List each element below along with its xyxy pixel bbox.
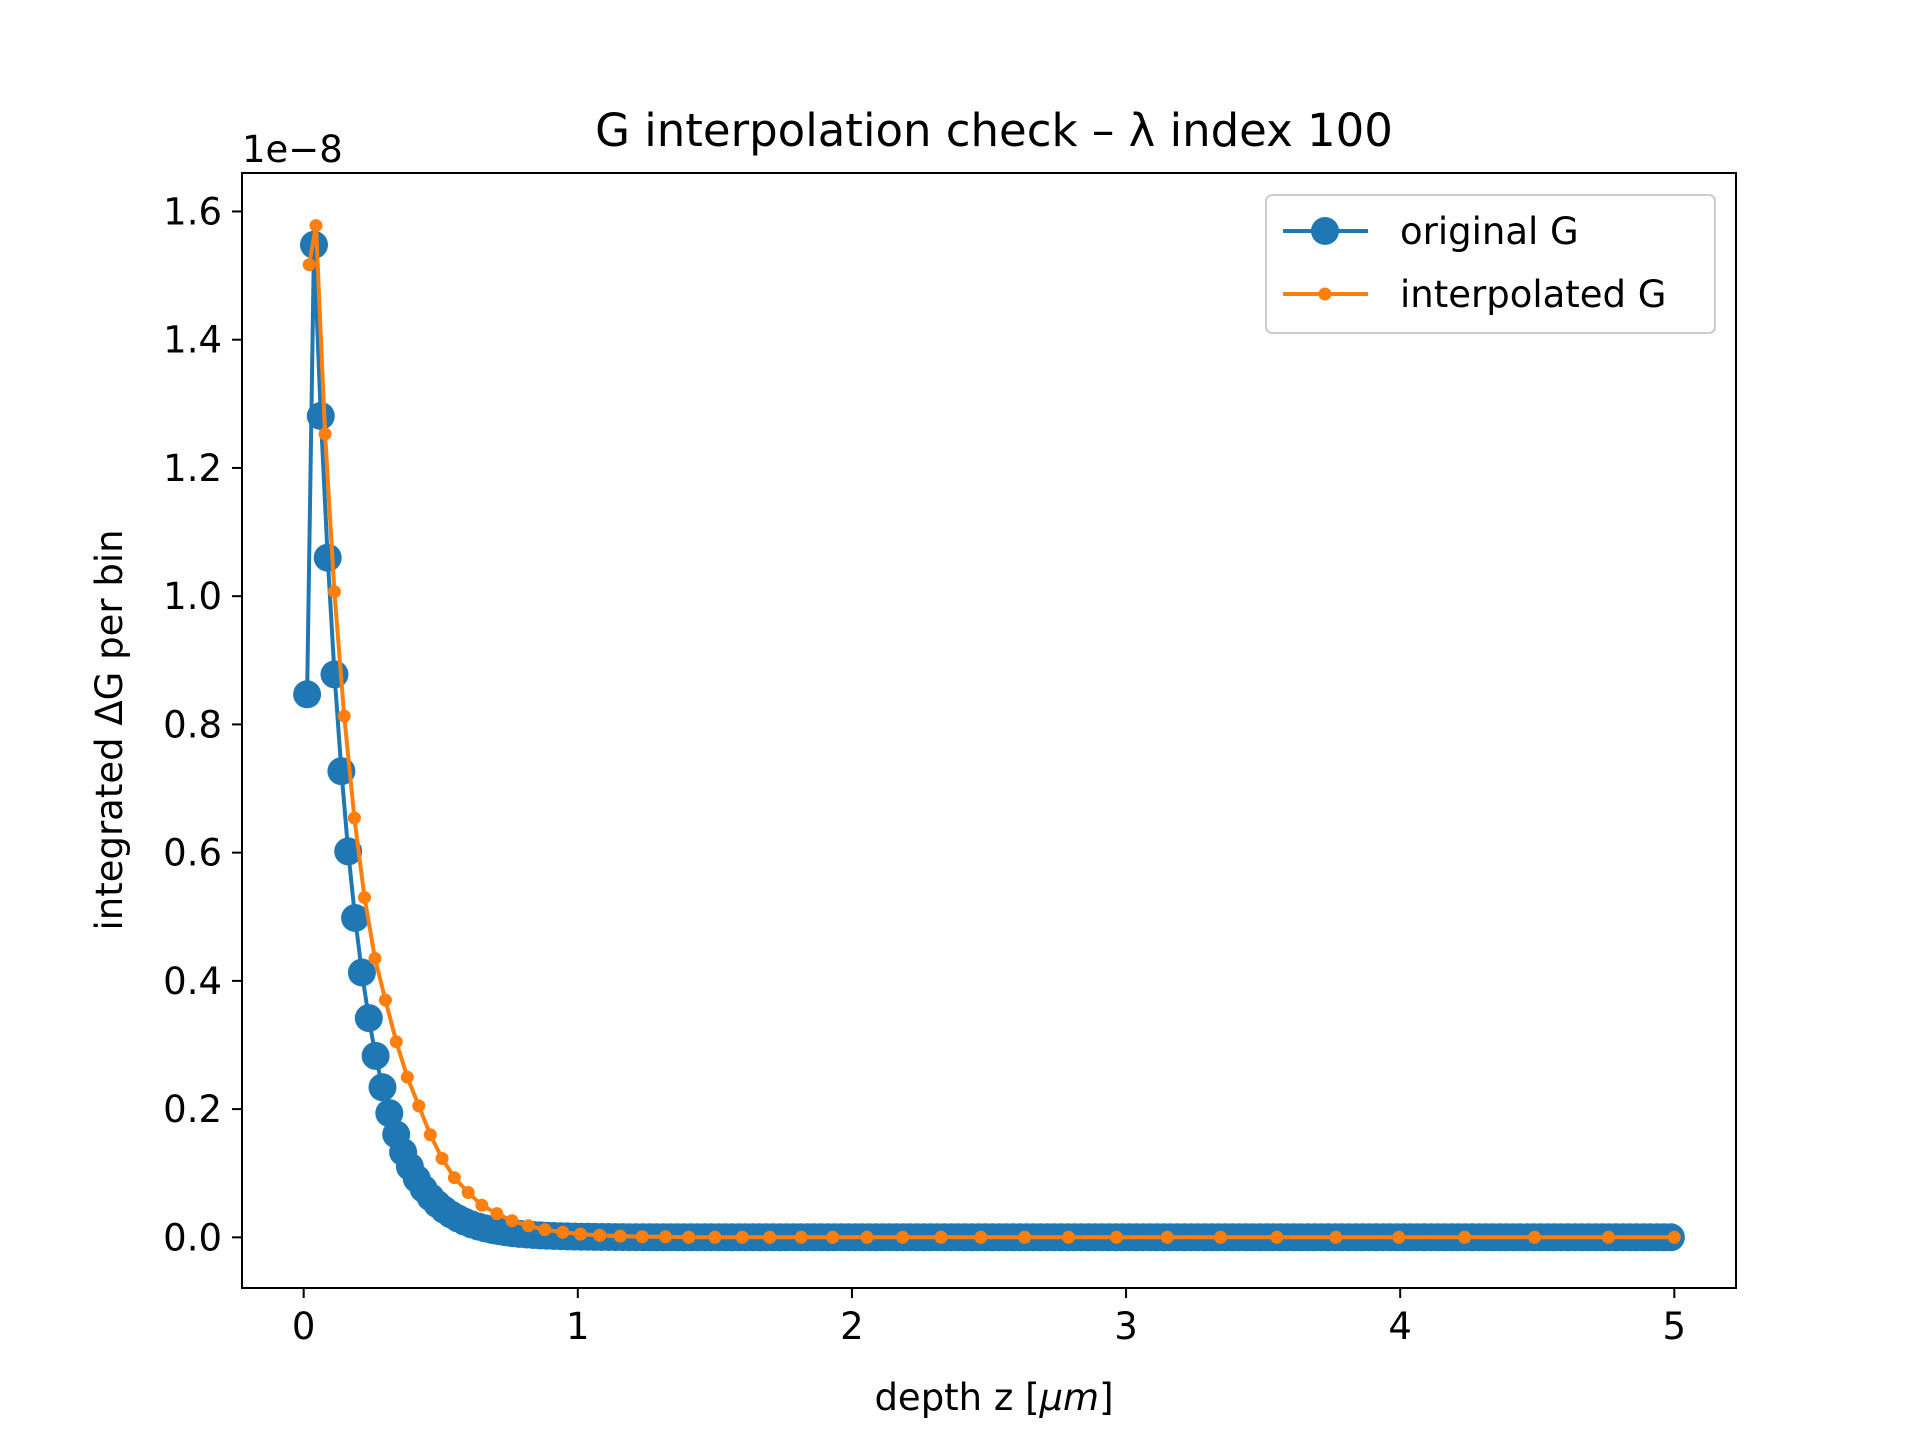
point-interpolated: [574, 1227, 587, 1241]
point-original: [306, 402, 335, 430]
x-tick-label: 4: [1388, 1305, 1412, 1348]
point-interpolated: [368, 951, 382, 965]
point-interpolated: [763, 1230, 777, 1244]
point-interpolated: [1214, 1230, 1228, 1244]
point-interpolated: [1667, 1230, 1681, 1244]
series-line-interpolated: [307, 223, 1675, 1240]
x-axis-label-suffix: ]: [1099, 1376, 1113, 1419]
y-tick-label: 1.2: [163, 447, 222, 490]
legend: original G interpolated G: [1265, 194, 1716, 334]
point-interpolated: [337, 709, 351, 723]
y-tick-label: 1.6: [163, 190, 222, 233]
point-interpolated: [389, 1035, 403, 1049]
point-interpolated: [659, 1230, 672, 1244]
point-interpolated: [1329, 1230, 1343, 1244]
point-interpolated: [318, 427, 332, 441]
y-tick-label: 0.8: [163, 703, 222, 746]
y-tick-label: 1.0: [163, 575, 222, 618]
point-interpolated: [461, 1186, 475, 1199]
point-original: [320, 660, 349, 689]
point-interpolated: [613, 1229, 627, 1243]
point-interpolated: [412, 1099, 426, 1113]
x-tick-label: 2: [840, 1305, 864, 1348]
x-tick-label: 1: [566, 1305, 590, 1348]
point-interpolated: [358, 891, 371, 904]
point-interpolated: [556, 1225, 570, 1239]
x-axis-label-prefix: depth z [: [874, 1376, 1039, 1419]
point-interpolated: [522, 1219, 535, 1233]
point-interpolated: [735, 1230, 749, 1244]
y-axis-label: integrated ΔG per bin: [88, 529, 131, 930]
point-original: [341, 904, 370, 932]
x-axis-label: depth z [μm]: [874, 1376, 1113, 1419]
point-original: [354, 1004, 383, 1033]
point-interpolated: [327, 585, 341, 599]
point-original: [334, 837, 363, 866]
point-interpolated: [435, 1152, 449, 1165]
x-tick-label: 3: [1114, 1305, 1138, 1348]
point-interpolated: [475, 1198, 489, 1212]
point-original: [375, 1099, 404, 1128]
point-interpolated: [1110, 1230, 1123, 1244]
point-original: [313, 543, 342, 572]
point-original: [361, 1041, 390, 1070]
legend-entry-original-marker: [1311, 217, 1339, 245]
point-interpolated: [860, 1230, 874, 1244]
point-interpolated: [682, 1230, 696, 1244]
y-tick-label: 0.2: [163, 1088, 222, 1131]
point-interpolated: [1602, 1230, 1615, 1244]
point-interpolated: [302, 258, 316, 272]
y-tick-label: 0.4: [163, 960, 222, 1003]
legend-frame: [1265, 194, 1716, 334]
point-interpolated: [1392, 1230, 1406, 1244]
y-tick-label: 0.6: [163, 832, 222, 875]
point-interpolated: [826, 1230, 840, 1244]
point-interpolated: [378, 993, 392, 1007]
point-interpolated: [896, 1230, 910, 1244]
point-interpolated: [447, 1171, 461, 1185]
point-interpolated: [1270, 1230, 1284, 1244]
point-interpolated: [490, 1207, 504, 1221]
legend-entry-interpolated-marker: [1318, 287, 1332, 301]
x-tick-label: 0: [292, 1305, 316, 1348]
point-interpolated: [1528, 1230, 1541, 1244]
x-axis-label-unit: μm: [1039, 1376, 1100, 1419]
point-original: [368, 1073, 397, 1102]
point-interpolated: [400, 1070, 414, 1084]
x-axis-ticks: 0 1 2 3 4 5: [292, 1288, 1686, 1348]
y-axis-offset-label: 1e−8: [242, 128, 343, 171]
chart-title: G interpolation check – λ index 100: [595, 104, 1393, 157]
y-axis-ticks: 0.0 0.2 0.4 0.6 0.8 1.0 1.2 1.4 1.6: [163, 190, 242, 1259]
point-interpolated: [1160, 1230, 1174, 1244]
point-interpolated: [309, 219, 323, 233]
legend-entry-interpolated-label: interpolated G: [1400, 273, 1666, 316]
point-interpolated: [794, 1230, 808, 1244]
axes-frame: [241, 172, 1737, 1289]
point-interpolated: [635, 1230, 649, 1244]
y-tick-label: 0.0: [163, 1216, 222, 1259]
series-line-original: [305, 242, 1671, 1240]
x-tick-label: 5: [1663, 1305, 1687, 1348]
plot-area: [293, 219, 1685, 1252]
point-interpolated: [974, 1230, 988, 1244]
point-interpolated: [423, 1128, 437, 1142]
y-tick-label: 1.4: [163, 319, 222, 362]
point-interpolated: [347, 811, 361, 825]
point-original: [293, 680, 322, 709]
point-interpolated: [934, 1230, 948, 1244]
point-interpolated: [1018, 1230, 1032, 1244]
point-original: [347, 958, 376, 987]
legend-entry-original-label: original G: [1400, 210, 1579, 253]
point-interpolated: [505, 1214, 519, 1228]
point-interpolated: [1062, 1230, 1075, 1244]
point-interpolated: [593, 1228, 607, 1242]
point-interpolated: [538, 1223, 552, 1237]
point-interpolated: [708, 1230, 722, 1244]
point-interpolated: [1458, 1230, 1472, 1244]
